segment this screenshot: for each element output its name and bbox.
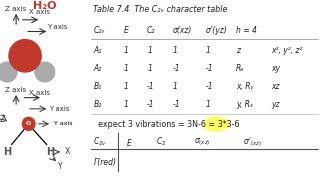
Text: xy: xy	[271, 64, 280, 73]
Text: H: H	[3, 147, 11, 157]
Text: Y axis: Y axis	[47, 24, 67, 30]
Text: 1: 1	[124, 46, 129, 55]
Text: z: z	[236, 46, 240, 55]
Ellipse shape	[203, 117, 229, 132]
Text: 1: 1	[147, 64, 152, 73]
Text: Z: Z	[0, 115, 5, 124]
Text: 1: 1	[205, 100, 211, 109]
Text: Y axis: Y axis	[49, 106, 70, 112]
Text: 1: 1	[124, 82, 129, 91]
Text: x², y², z²: x², y², z²	[271, 46, 302, 55]
Text: Y: Y	[58, 162, 63, 171]
Text: Y axis: Y axis	[54, 121, 72, 126]
Text: x, Rᵧ: x, Rᵧ	[236, 82, 253, 91]
Text: H: H	[46, 147, 54, 157]
Text: Rₔ: Rₔ	[236, 64, 244, 73]
Text: O: O	[26, 121, 31, 126]
Text: yz: yz	[271, 100, 279, 109]
Text: 1: 1	[173, 46, 178, 55]
Text: -1: -1	[173, 100, 180, 109]
Text: σ(xz): σ(xz)	[173, 26, 192, 35]
Text: C₂ᵥ: C₂ᵥ	[93, 26, 105, 35]
Circle shape	[22, 117, 35, 130]
Text: h = 4: h = 4	[236, 26, 257, 35]
Text: $E$: $E$	[126, 137, 133, 148]
Text: A₂: A₂	[93, 64, 102, 73]
Text: -1: -1	[205, 64, 213, 73]
Text: Γ(red): Γ(red)	[93, 158, 116, 166]
Text: $\sigma'_{(xz)}$: $\sigma'_{(xz)}$	[243, 135, 262, 149]
Text: E: E	[124, 26, 129, 35]
Text: $C_2$: $C_2$	[156, 136, 167, 148]
Circle shape	[9, 40, 41, 72]
Text: 1: 1	[147, 46, 152, 55]
Circle shape	[0, 62, 17, 82]
Text: A₁: A₁	[93, 46, 102, 55]
Text: Table 7.4  The C₂ᵥ character table: Table 7.4 The C₂ᵥ character table	[93, 5, 228, 14]
Text: xz: xz	[271, 82, 279, 91]
Text: C₂: C₂	[147, 26, 156, 35]
Text: B₁: B₁	[93, 82, 102, 91]
Text: y, Rₓ: y, Rₓ	[236, 100, 253, 109]
Text: -1: -1	[147, 82, 155, 91]
Text: B₂: B₂	[93, 100, 102, 109]
Text: $\sigma_{(xz)}$: $\sigma_{(xz)}$	[194, 136, 210, 148]
Circle shape	[35, 62, 55, 82]
Text: X: X	[65, 147, 70, 156]
Text: 1: 1	[173, 82, 178, 91]
Text: 1: 1	[205, 46, 211, 55]
Text: Z axis: Z axis	[5, 6, 27, 12]
Text: -1: -1	[205, 82, 213, 91]
Text: -1: -1	[173, 64, 180, 73]
Text: 1: 1	[124, 64, 129, 73]
Text: 1: 1	[124, 100, 129, 109]
Text: Z axis: Z axis	[5, 87, 27, 93]
Text: X axis: X axis	[29, 9, 50, 15]
Text: expect 3 vibrations = 3N-6 = 3*3-6: expect 3 vibrations = 3N-6 = 3*3-6	[98, 120, 240, 129]
Text: σ’(yz): σ’(yz)	[205, 26, 227, 35]
Text: $C_{2v}$: $C_{2v}$	[93, 136, 108, 148]
Text: -1: -1	[147, 100, 155, 109]
Text: H₂O: H₂O	[33, 1, 57, 11]
Text: X axis: X axis	[29, 90, 50, 96]
